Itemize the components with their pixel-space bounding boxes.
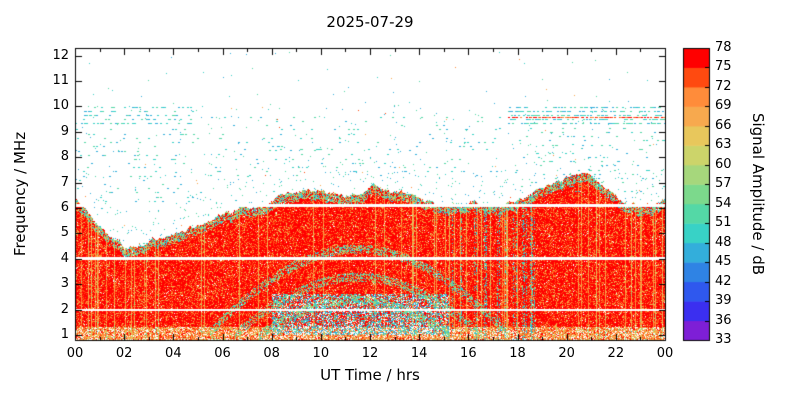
x-tick-label: 20 — [558, 346, 575, 361]
x-tick-label: 14 — [410, 346, 428, 361]
colorbar-tick-label: 54 — [715, 195, 732, 211]
colorbar-tick-label: 51 — [715, 215, 732, 231]
colorbar-tick-label: 33 — [715, 332, 732, 347]
y-axis-label: Frequency / MHz — [11, 131, 29, 257]
colorbar-tick-label: 78 — [715, 40, 732, 55]
chart-title: 2025-07-29 — [326, 13, 414, 31]
x-tick-label: 16 — [460, 346, 477, 361]
y-tick-label: 4 — [60, 250, 69, 266]
x-axis-label: UT Time / hrs — [320, 366, 420, 384]
x-tick-label: 04 — [165, 346, 182, 361]
colorbar-tick-label: 72 — [715, 78, 732, 94]
colorbar-tick-label: 63 — [715, 137, 732, 153]
colorbar-tick-label: 75 — [715, 59, 732, 75]
x-tick-label: 08 — [263, 346, 280, 361]
y-tick-label: 11 — [52, 73, 69, 88]
colorbar-tick-label: 57 — [715, 176, 732, 192]
y-tick-label: 12 — [52, 47, 69, 63]
y-tick-label: 8 — [60, 149, 69, 165]
colorbar-tick-label: 45 — [715, 254, 732, 270]
x-tick-label: 22 — [607, 346, 625, 361]
y-tick-label: 10 — [52, 98, 69, 114]
y-tick-label: 5 — [60, 225, 69, 241]
y-tick-label: 6 — [60, 199, 69, 215]
colorbar-label: Signal Amplitude / dB — [749, 112, 767, 276]
x-tick-label: 00 — [656, 346, 674, 361]
colorbar-tick-label: 48 — [715, 234, 732, 250]
y-tick-label: 1 — [60, 326, 69, 342]
x-tick-label: 10 — [312, 346, 330, 361]
colorbar-tick-label: 39 — [715, 293, 732, 309]
y-tick-label: 9 — [60, 123, 69, 139]
x-tick-label: 12 — [361, 346, 379, 361]
x-tick-label: 00 — [66, 346, 84, 361]
y-tick-label: 3 — [60, 276, 69, 292]
colorbar-tick-label: 66 — [715, 117, 732, 133]
y-tick-label: 7 — [60, 174, 69, 190]
x-tick-label: 06 — [214, 346, 231, 361]
x-tick-label: 18 — [509, 346, 526, 361]
colorbar-tick-label: 60 — [715, 156, 732, 172]
colorbar-tick-label: 36 — [715, 312, 732, 328]
x-tick-label: 02 — [115, 346, 133, 361]
y-tick-label: 2 — [60, 301, 69, 317]
colorbar-tick-label: 42 — [715, 273, 732, 289]
colorbar-tick-label: 69 — [715, 98, 732, 114]
